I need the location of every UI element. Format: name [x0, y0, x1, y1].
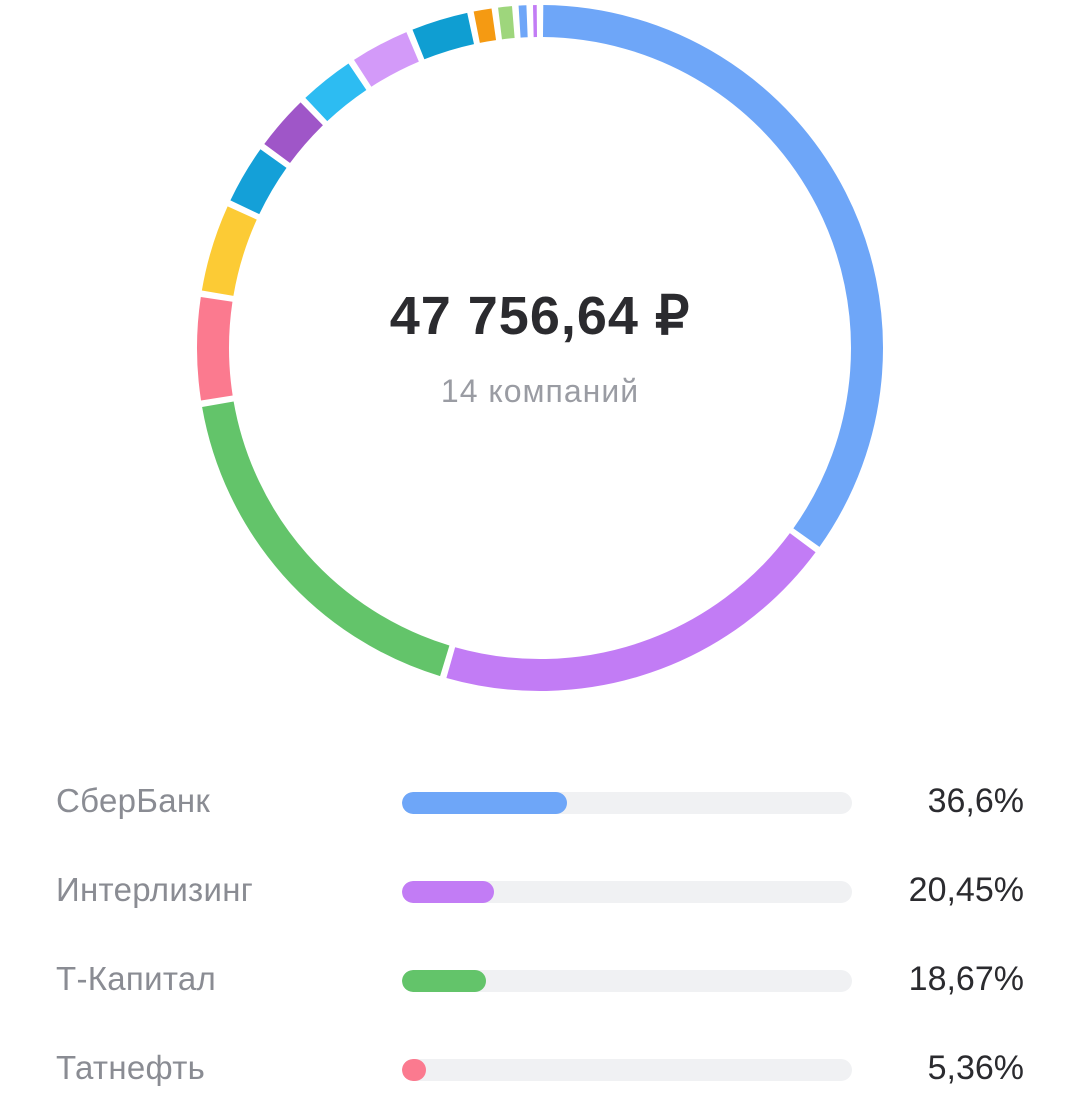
- allocation-bar-fill: [402, 970, 486, 992]
- company-percent: 20,45%: [909, 871, 1024, 910]
- donut-slice[interactable]: [451, 543, 803, 675]
- company-name: СберБанк: [56, 782, 210, 820]
- donut-slices: [213, 21, 867, 675]
- donut-slice[interactable]: [213, 299, 217, 398]
- donut-slice[interactable]: [543, 21, 867, 538]
- total-amount: 47 756,64 ₽: [390, 286, 691, 346]
- company-percent: 36,6%: [928, 782, 1024, 821]
- allocation-bar-track: [402, 970, 852, 992]
- company-row[interactable]: Т-Капитал 18,67%: [0, 938, 1080, 1027]
- company-row[interactable]: Интерлизинг 20,45%: [0, 849, 1080, 938]
- allocation-bar-track: [402, 792, 852, 814]
- company-allocation-list: СберБанк 36,6% Интерлизинг 20,45% Т-Капитал 1…: [0, 760, 1080, 1116]
- donut-slice[interactable]: [477, 24, 494, 27]
- donut-slice[interactable]: [418, 28, 470, 44]
- company-percent: 5,36%: [928, 1049, 1024, 1088]
- company-row[interactable]: Татнефть 5,36%: [0, 1027, 1080, 1116]
- allocation-bar-track: [402, 1059, 852, 1081]
- company-percent: 18,67%: [909, 960, 1024, 999]
- donut-slice[interactable]: [363, 47, 413, 73]
- allocation-bar-fill: [402, 881, 494, 903]
- company-name: Т-Капитал: [56, 960, 216, 998]
- company-name: Татнефть: [56, 1049, 205, 1087]
- allocation-bar-fill: [402, 792, 567, 814]
- donut-slice[interactable]: [218, 213, 243, 293]
- donut-slice[interactable]: [500, 22, 513, 23]
- portfolio-donut-chart: 47 756,64 ₽ 14 компаний: [0, 0, 1080, 700]
- company-row[interactable]: СберБанк 36,6%: [0, 760, 1080, 849]
- allocation-bar-fill: [402, 1059, 426, 1081]
- donut-slice[interactable]: [316, 77, 357, 110]
- donut-slice[interactable]: [277, 114, 312, 154]
- allocation-bar-track: [402, 881, 852, 903]
- company-name: Интерлизинг: [56, 871, 253, 909]
- donut-slice[interactable]: [245, 159, 274, 208]
- companies-count: 14 компаний: [441, 373, 639, 409]
- donut-slice[interactable]: [218, 404, 445, 661]
